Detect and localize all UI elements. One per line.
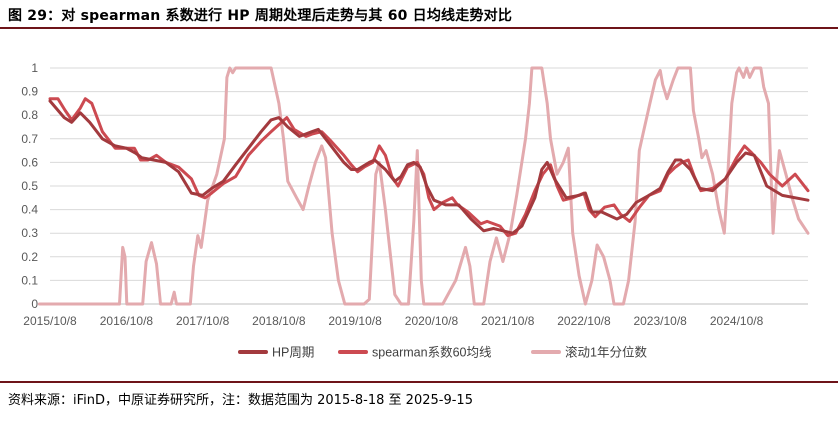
x-tick-label: 2018/10/8 — [252, 314, 306, 328]
y-tick-label: 0.3 — [21, 226, 38, 240]
source-rule — [0, 381, 838, 383]
x-tick-label: 2019/10/8 — [328, 314, 382, 328]
y-tick-label: 0.9 — [21, 85, 38, 99]
legend-label-3: 滚动1年分位数 — [565, 345, 647, 360]
figure-title: 图 29：对 spearman 系数进行 HP 周期处理后走势与其 60 日均线… — [8, 8, 513, 24]
y-tick-label: 1 — [31, 61, 38, 75]
y-tick-label: 0.7 — [21, 132, 38, 146]
legend: HP周期 spearman系数60均线 滚动1年分位数 — [238, 345, 647, 360]
legend-label-1: HP周期 — [272, 346, 314, 360]
line-chart: 0 0.1 0.2 0.3 0.4 0.5 0.6 0.7 0.8 0.9 1 2015/10/8 20… — [21, 61, 810, 360]
series-lines — [37, 66, 810, 306]
y-tick-label: 0.6 — [21, 155, 38, 169]
title-rule — [0, 27, 838, 29]
x-tick-label: 2020/10/8 — [405, 314, 459, 328]
x-tick-label: 2023/10/8 — [633, 314, 687, 328]
x-tick-label: 2022/10/8 — [557, 314, 611, 328]
y-tick-label: 0.1 — [21, 273, 38, 287]
series-line-3 — [37, 66, 810, 306]
y-tick-label: 0.2 — [21, 250, 38, 264]
series-line-1 — [48, 99, 810, 235]
x-tick-label: 2015/10/8 — [23, 314, 77, 328]
legend-label-2: spearman系数60均线 — [372, 345, 492, 360]
gridlines — [50, 67, 808, 305]
axes: 0 0.1 0.2 0.3 0.4 0.5 0.6 0.7 0.8 0.9 1 2015/10/8 20… — [21, 61, 808, 328]
x-tick-label: 2017/10/8 — [176, 314, 230, 328]
source-note: 资料来源：iFinD，中原证券研究所，注：数据范围为 2015-8-18 至 2… — [8, 393, 473, 408]
y-tick-label: 0 — [31, 297, 38, 311]
y-tick-label: 0.4 — [21, 203, 38, 217]
y-tick-label: 0.8 — [21, 108, 38, 122]
x-tick-label: 2021/10/8 — [481, 314, 535, 328]
x-tick-label: 2024/10/8 — [710, 314, 764, 328]
x-tick-label: 2016/10/8 — [100, 314, 154, 328]
y-tick-label: 0.5 — [21, 179, 38, 193]
